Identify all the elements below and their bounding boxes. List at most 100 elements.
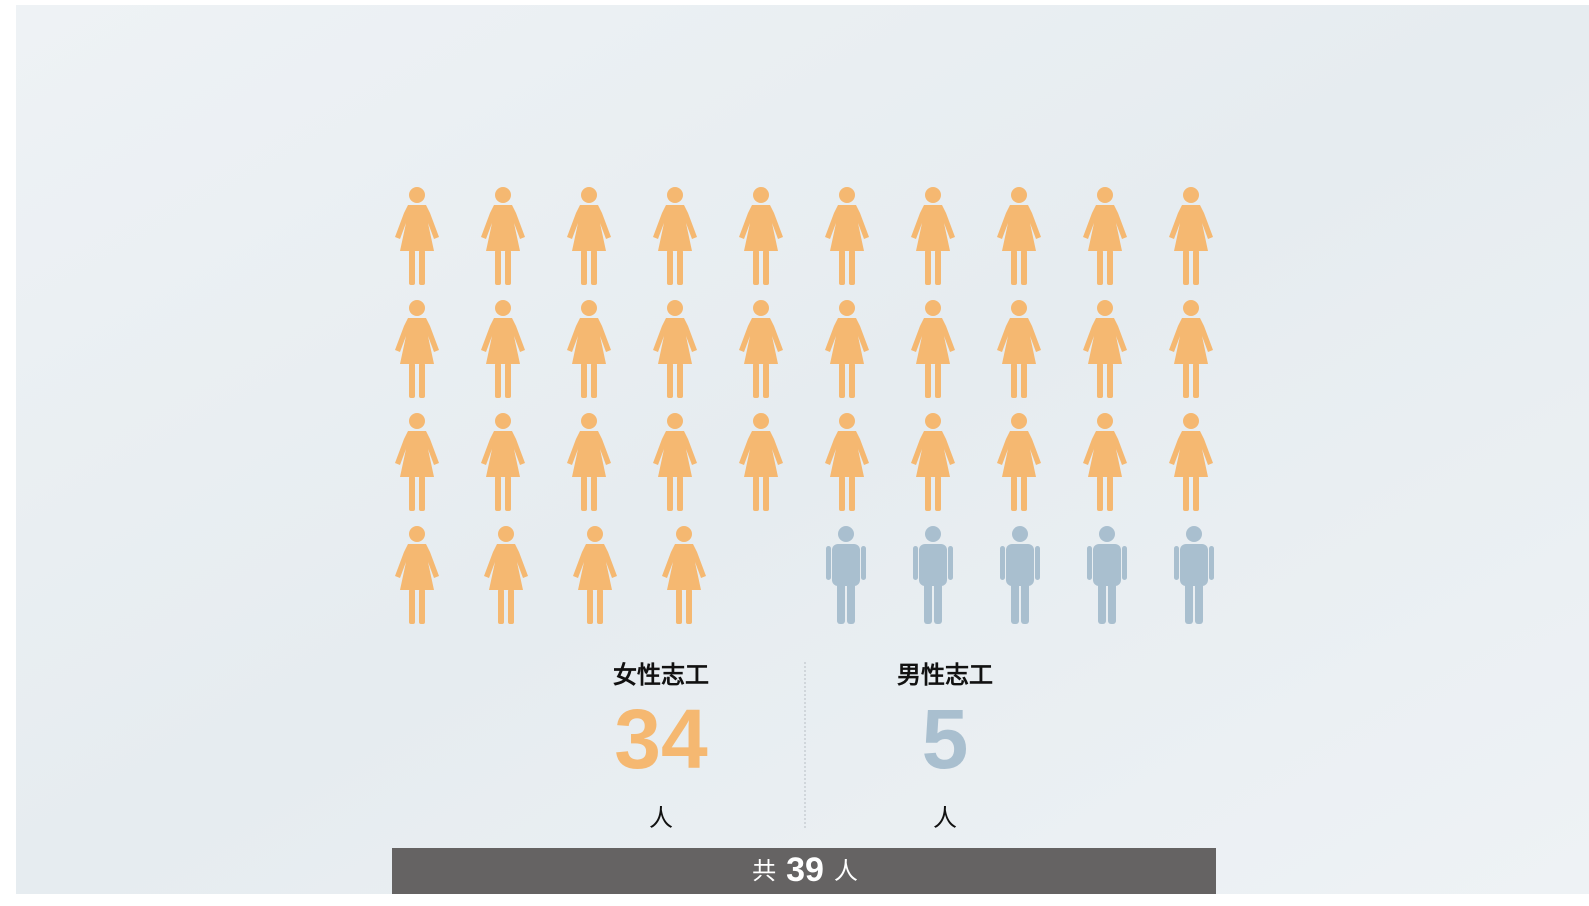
icon-head	[1012, 526, 1028, 542]
icon-arm	[826, 546, 831, 580]
icon-leg	[667, 476, 673, 511]
icon-head	[838, 526, 854, 542]
icon-leg	[847, 582, 855, 624]
chart: 女性志工34人男性志工5人共39人	[0, 0, 1589, 894]
icon-head	[409, 526, 425, 542]
icon-head	[1183, 300, 1199, 316]
icon-leg	[677, 363, 683, 398]
icon-leg	[676, 589, 682, 624]
icon-leg	[597, 589, 603, 624]
icon-arm	[861, 546, 866, 580]
icon-head	[753, 187, 769, 203]
icon-leg	[495, 250, 501, 285]
icon-leg	[409, 363, 415, 398]
icon-leg	[505, 363, 511, 398]
icon-leg	[849, 363, 855, 398]
icon-head	[1099, 526, 1115, 542]
icon-head	[1011, 300, 1027, 316]
icon-leg	[1011, 250, 1017, 285]
icon-head	[581, 413, 597, 429]
icon-leg	[924, 582, 932, 624]
icon-leg	[763, 476, 769, 511]
icon-leg	[677, 250, 683, 285]
page: 女性志工34人男性志工5人共39人 (() => { const data = …	[0, 0, 1589, 894]
icon-head	[925, 300, 941, 316]
icon-leg	[505, 476, 511, 511]
icon-arm	[1000, 546, 1005, 580]
icon-head	[667, 300, 683, 316]
icon-leg	[1193, 250, 1199, 285]
icon-body	[1180, 544, 1208, 586]
icon-leg	[1183, 476, 1189, 511]
icon-head	[1183, 413, 1199, 429]
icon-head	[925, 187, 941, 203]
icon-arm	[1122, 546, 1127, 580]
icon-head	[495, 413, 511, 429]
icon-leg	[1107, 476, 1113, 511]
icon-leg	[419, 363, 425, 398]
icon-head	[409, 413, 425, 429]
icon-leg	[753, 250, 759, 285]
icon-leg	[837, 582, 845, 624]
icon-leg	[667, 363, 673, 398]
icon-leg	[686, 589, 692, 624]
icon-leg	[419, 476, 425, 511]
icon-leg	[677, 476, 683, 511]
icon-leg	[1097, 250, 1103, 285]
icon-leg	[591, 476, 597, 511]
total-part: 39	[786, 851, 824, 889]
background	[16, 5, 1589, 894]
unit-label: 人	[649, 804, 673, 832]
icon-leg	[1193, 476, 1199, 511]
icon-body	[1006, 544, 1034, 586]
icon-head	[839, 413, 855, 429]
icon-leg	[581, 476, 587, 511]
icon-leg	[1107, 363, 1113, 398]
icon-leg	[1193, 363, 1199, 398]
icon-leg	[849, 476, 855, 511]
icon-leg	[935, 363, 941, 398]
icon-leg	[419, 589, 425, 624]
icon-leg	[581, 363, 587, 398]
icon-leg	[1098, 582, 1106, 624]
category-label: 女性志工	[613, 661, 709, 689]
icon-leg	[581, 250, 587, 285]
icon-leg	[1185, 582, 1193, 624]
icon-leg	[753, 476, 759, 511]
icon-arm	[1209, 546, 1214, 580]
icon-leg	[1011, 363, 1017, 398]
icon-head	[753, 300, 769, 316]
icon-leg	[925, 363, 931, 398]
icon-head	[587, 526, 603, 542]
icon-head	[581, 300, 597, 316]
icon-head	[925, 413, 941, 429]
icon-head	[667, 187, 683, 203]
icon-body	[832, 544, 860, 586]
icon-head	[409, 300, 425, 316]
icon-head	[1011, 187, 1027, 203]
icon-leg	[409, 589, 415, 624]
icon-leg	[667, 250, 673, 285]
icon-leg	[934, 582, 942, 624]
category-label: 男性志工	[897, 661, 993, 689]
icon-head	[753, 413, 769, 429]
icon-arm	[948, 546, 953, 580]
icon-leg	[495, 476, 501, 511]
icon-head	[1097, 187, 1113, 203]
icon-leg	[587, 589, 593, 624]
count-value: 5	[922, 692, 969, 786]
count-value: 34	[614, 692, 708, 786]
icon-leg	[419, 250, 425, 285]
icon-head	[1186, 526, 1202, 542]
icon-leg	[505, 250, 511, 285]
icon-leg	[409, 250, 415, 285]
icon-leg	[1011, 476, 1017, 511]
icon-leg	[409, 476, 415, 511]
icon-leg	[495, 363, 501, 398]
icon-leg	[591, 250, 597, 285]
icon-leg	[839, 250, 845, 285]
icon-leg	[1021, 476, 1027, 511]
icon-arm	[1174, 546, 1179, 580]
total-part: 人	[834, 857, 858, 885]
